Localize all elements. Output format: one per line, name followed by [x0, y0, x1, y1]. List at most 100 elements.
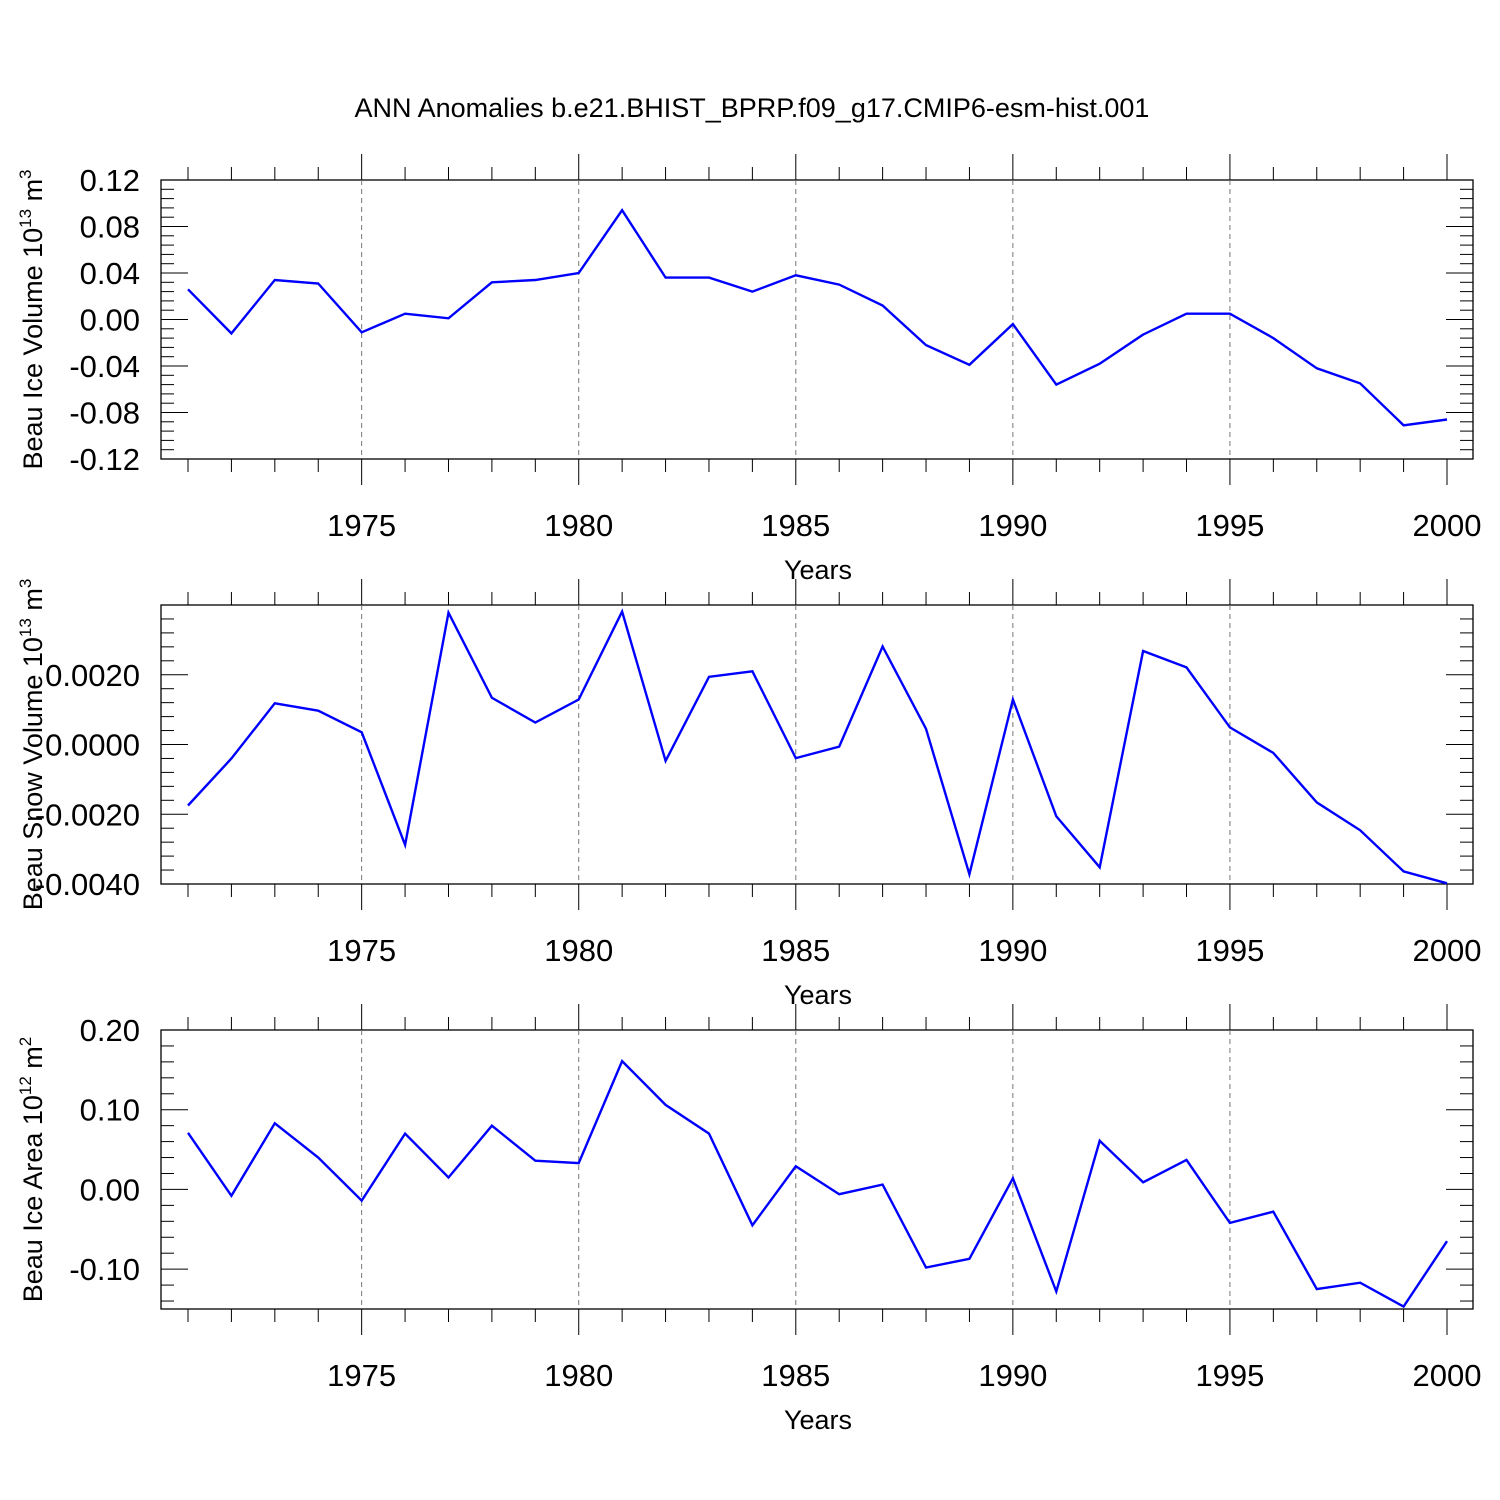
data-point	[837, 1192, 841, 1196]
data-point	[1054, 1289, 1058, 1293]
data-point	[794, 1164, 798, 1168]
data-point	[533, 278, 537, 282]
data-point	[490, 280, 494, 284]
data-point	[186, 1131, 190, 1135]
y-tick-label: -0.08	[69, 396, 140, 431]
x-tick-label: 1980	[544, 933, 613, 968]
plot-frame	[160, 604, 1474, 885]
data-point	[750, 290, 754, 294]
data-point	[1445, 417, 1449, 421]
chart-panel-2: 1975 1980 1985 1990 1995 2000 Years -0.0040 -0.0…	[16, 579, 1481, 1010]
data-point	[707, 675, 711, 679]
data-point	[1098, 1139, 1102, 1143]
data-point	[664, 276, 668, 280]
data-point	[750, 669, 754, 673]
data-point	[1315, 800, 1319, 804]
data-point	[1228, 1221, 1232, 1225]
data-point	[577, 698, 581, 702]
data-point	[403, 312, 407, 316]
data-point	[446, 1175, 450, 1179]
data-point	[1271, 336, 1275, 340]
y-axis-label: Beau Snow Volume 1013 m3	[16, 579, 48, 911]
data-point	[1402, 1305, 1406, 1309]
data-point	[664, 1103, 668, 1107]
data-point	[1358, 828, 1362, 832]
data-point	[229, 1194, 233, 1198]
data-point	[1185, 1158, 1189, 1162]
y-tick-label: -0.10	[69, 1252, 140, 1287]
data-point	[229, 756, 233, 760]
y-axis-label: Beau Ice Area 1012 m2	[16, 1037, 48, 1303]
data-point	[1185, 312, 1189, 316]
data-point	[360, 330, 364, 334]
y-tick-label: 0.12	[80, 163, 140, 198]
data-point	[316, 281, 320, 285]
chart-panel-3: 1975 1980 1985 1990 1995 2000 Years -0.10 0.00 0.…	[16, 1004, 1481, 1435]
data-point	[403, 843, 407, 847]
data-point	[1141, 649, 1145, 653]
series-line	[187, 208, 1448, 427]
x-tick-label: 1990	[978, 508, 1047, 543]
data-point	[1011, 1176, 1015, 1180]
x-tick-label: 2000	[1413, 1358, 1482, 1393]
y-tick-label: -0.12	[69, 442, 140, 477]
x-tick-label: 1980	[544, 1358, 613, 1393]
data-point	[446, 316, 450, 320]
y-axis-label: Beau Ice Volume 1013 m3	[16, 169, 48, 469]
x-tick-label: 1995	[1195, 933, 1264, 968]
x-tick-label: 1985	[761, 508, 830, 543]
x-tick-label: 1975	[327, 1358, 396, 1393]
data-point	[229, 331, 233, 335]
data-point	[273, 1121, 277, 1125]
data-point	[1271, 1210, 1275, 1214]
x-tick-label: 1975	[327, 508, 396, 543]
data-point	[316, 709, 320, 713]
x-tick-label: 1995	[1195, 1358, 1264, 1393]
data-point	[490, 1124, 494, 1128]
x-axis-label: Years	[784, 1405, 852, 1435]
x-tick-label: 2000	[1413, 933, 1482, 968]
x-tick-label: 1985	[761, 1358, 830, 1393]
data-point	[924, 727, 928, 731]
y-tick-label: 0.20	[80, 1013, 140, 1048]
data-point	[1271, 751, 1275, 755]
data-point	[924, 343, 928, 347]
y-tick-label: 0.00	[80, 303, 140, 338]
chart-title: ANN Anomalies b.e21.BHIST_BPRP.f09_g17.C…	[355, 93, 1150, 123]
data-point	[360, 730, 364, 734]
data-point	[1054, 383, 1058, 387]
data-point	[924, 1266, 928, 1270]
data-point	[1011, 322, 1015, 326]
data-point	[577, 271, 581, 275]
y-tick-label: -0.0020	[35, 797, 140, 832]
data-point	[794, 756, 798, 760]
data-point	[1228, 312, 1232, 316]
data-point	[316, 1156, 320, 1160]
data-point	[1185, 665, 1189, 669]
data-point	[837, 745, 841, 749]
data-point	[446, 611, 450, 615]
data-point	[1011, 698, 1015, 702]
data-point	[1098, 362, 1102, 366]
data-point	[1358, 381, 1362, 385]
data-point	[273, 701, 277, 705]
data-point	[1315, 1287, 1319, 1291]
data-point	[1141, 333, 1145, 337]
data-point	[707, 1132, 711, 1136]
y-tick-label: 0.04	[80, 256, 140, 291]
x-tick-label: 1990	[978, 933, 1047, 968]
data-point	[1141, 1180, 1145, 1184]
plot-frame	[160, 179, 1474, 460]
data-point	[1054, 814, 1058, 818]
y-tick-label: 0.08	[80, 210, 140, 245]
data-point	[577, 1161, 581, 1165]
data-point	[967, 1257, 971, 1261]
data-point	[750, 1223, 754, 1227]
y-tick-label: 0.10	[80, 1093, 140, 1128]
data-point	[664, 759, 668, 763]
data-point	[1098, 865, 1102, 869]
data-point	[620, 1059, 624, 1063]
data-point	[794, 273, 798, 277]
y-tick-label: -0.04	[69, 349, 140, 384]
